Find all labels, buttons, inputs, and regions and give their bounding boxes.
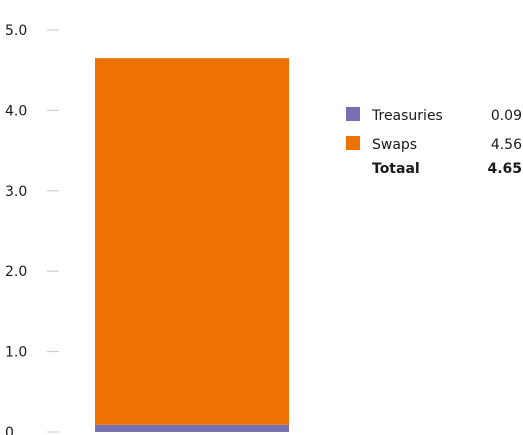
y-tick-label: 4.0 bbox=[5, 103, 27, 119]
legend-label-total: Totaal bbox=[372, 161, 420, 177]
y-tick-label: 5.0 bbox=[5, 23, 27, 39]
bar-segment-treasuries bbox=[95, 424, 289, 432]
legend-label-swaps: Swaps bbox=[372, 137, 417, 153]
y-tick-label: 2.0 bbox=[5, 264, 27, 280]
bar-segment-swaps bbox=[95, 58, 289, 425]
y-tick-label: 0 bbox=[5, 425, 14, 435]
bars bbox=[95, 58, 289, 432]
legend-value-swaps: 4.56 bbox=[491, 137, 522, 153]
y-axis: 0 1.0 2.0 3.0 4.0 5.0 bbox=[5, 23, 59, 435]
legend-swatch-swaps bbox=[346, 136, 360, 150]
legend-label-treasuries: Treasuries bbox=[371, 108, 443, 124]
legend: Treasuries 0.09 Swaps 4.56 Totaal 4.65 bbox=[346, 107, 522, 177]
legend-value-treasuries: 0.09 bbox=[491, 108, 522, 124]
legend-value-total: 4.65 bbox=[487, 161, 522, 177]
y-tick-label: 3.0 bbox=[5, 184, 27, 200]
y-tick-label: 1.0 bbox=[5, 345, 27, 361]
legend-swatch-treasuries bbox=[346, 107, 360, 121]
